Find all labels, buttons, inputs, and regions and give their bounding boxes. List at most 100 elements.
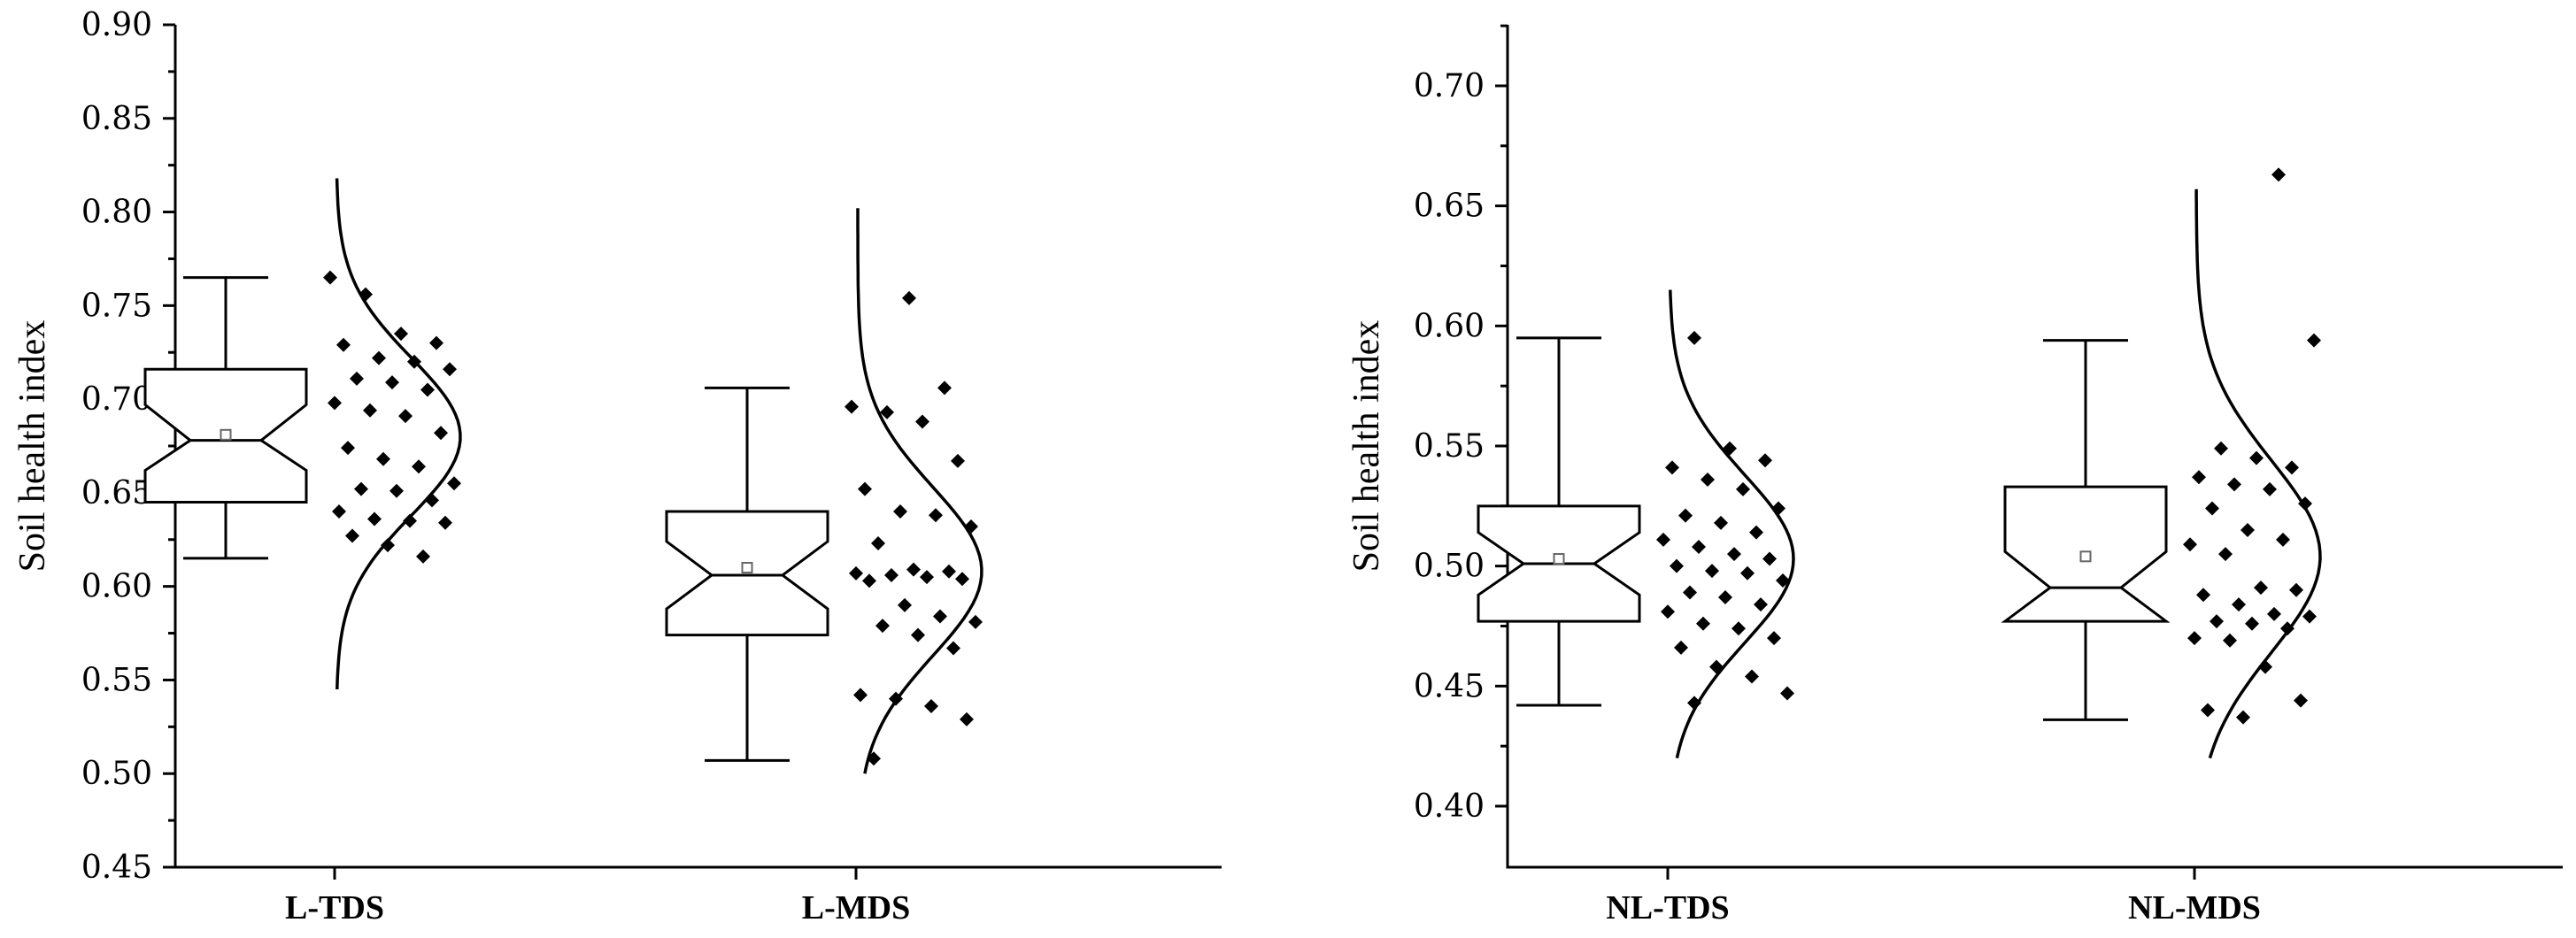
data-point bbox=[443, 362, 457, 377]
data-point bbox=[2249, 450, 2264, 465]
data-point bbox=[1767, 631, 1781, 646]
y-tick-label: 0.70 bbox=[1414, 68, 1485, 104]
y-axis-label: Soil health index bbox=[1346, 320, 1387, 573]
data-point bbox=[332, 504, 346, 519]
distribution-curve bbox=[1669, 289, 1795, 759]
data-point bbox=[1758, 453, 1772, 468]
y-tick-label: 0.70 bbox=[81, 381, 152, 418]
data-point bbox=[893, 504, 907, 519]
x-tick-label: L-MDS bbox=[802, 889, 910, 926]
data-point bbox=[1740, 565, 1755, 580]
data-point bbox=[354, 481, 368, 496]
data-point bbox=[2294, 693, 2308, 708]
data-point bbox=[920, 570, 934, 585]
data-point bbox=[1674, 640, 1688, 655]
data-point bbox=[858, 481, 872, 496]
data-point bbox=[429, 335, 443, 350]
data-point bbox=[1692, 539, 1706, 554]
data-point bbox=[389, 483, 404, 498]
data-point bbox=[1687, 696, 1701, 711]
data-point bbox=[1749, 525, 1763, 540]
data-point bbox=[412, 459, 426, 474]
distribution-curve bbox=[2194, 188, 2322, 759]
data-point bbox=[2232, 597, 2246, 612]
data-point bbox=[1678, 508, 1693, 523]
group-l-tds: L-TDS bbox=[143, 178, 462, 926]
data-point bbox=[2196, 588, 2210, 603]
data-point bbox=[1670, 558, 1684, 573]
data-point bbox=[2267, 606, 2281, 621]
data-point bbox=[336, 337, 351, 352]
data-point bbox=[1683, 585, 1697, 600]
x-tick-label: NL-MDS bbox=[2128, 889, 2261, 926]
left-chart-panel: 0.45 0.50 0.55 0.60 0.65 0.70 0.75 0.80 0.85 0.90… bbox=[12, 7, 1222, 926]
data-point bbox=[372, 350, 386, 365]
data-point bbox=[2227, 477, 2241, 492]
data-point bbox=[341, 441, 355, 456]
y-tick-label: 0.90 bbox=[81, 7, 152, 43]
data-point bbox=[1696, 616, 1710, 631]
data-point bbox=[960, 711, 974, 727]
mean-marker bbox=[220, 428, 232, 441]
data-point bbox=[884, 567, 899, 582]
data-point bbox=[434, 426, 448, 441]
data-point bbox=[2236, 710, 2250, 725]
data-point bbox=[2223, 633, 2237, 648]
data-point bbox=[2201, 703, 2215, 718]
data-point bbox=[880, 404, 894, 419]
data-point bbox=[1762, 551, 1777, 566]
data-point bbox=[853, 688, 868, 703]
data-point bbox=[875, 619, 890, 634]
data-point bbox=[2218, 547, 2233, 562]
data-point bbox=[403, 513, 417, 528]
y-tick-label: 0.45 bbox=[81, 850, 152, 886]
data-point bbox=[955, 572, 969, 587]
data-point bbox=[1687, 330, 1701, 345]
data-point bbox=[447, 476, 461, 491]
data-point bbox=[2241, 522, 2255, 537]
distribution-curve bbox=[335, 178, 462, 690]
data-point bbox=[849, 565, 863, 580]
data-point bbox=[1705, 564, 1719, 579]
data-point bbox=[898, 597, 912, 612]
data-point bbox=[1754, 597, 1768, 612]
data-point bbox=[2254, 580, 2268, 596]
y-tick-label: 0.65 bbox=[1414, 188, 1485, 225]
data-point bbox=[376, 451, 390, 466]
y-tick-label: 0.60 bbox=[1414, 308, 1485, 344]
mean-marker bbox=[1553, 553, 1565, 565]
data-point bbox=[924, 699, 938, 714]
data-point bbox=[1714, 515, 1728, 530]
data-point bbox=[906, 562, 921, 577]
group-nl-tds: NL-TDS bbox=[1477, 289, 1795, 926]
y-tick-label: 0.80 bbox=[81, 195, 152, 231]
distribution-curve bbox=[856, 208, 983, 774]
data-point bbox=[1731, 621, 1746, 636]
y-tick-label: 0.40 bbox=[1414, 788, 1485, 825]
right-chart-panel: 0.40 0.45 0.50 0.55 0.60 0.65 0.70 Soil health … bbox=[1346, 24, 2563, 926]
data-point bbox=[845, 399, 859, 414]
data-point bbox=[2183, 537, 2197, 552]
data-point bbox=[2192, 470, 2206, 485]
data-point bbox=[871, 536, 885, 551]
data-point bbox=[345, 528, 359, 543]
data-point bbox=[398, 409, 413, 424]
data-point bbox=[2214, 441, 2228, 456]
data-point bbox=[1661, 604, 1675, 619]
y-tick-label: 0.75 bbox=[81, 288, 152, 324]
data-point bbox=[937, 381, 952, 396]
data-point bbox=[946, 641, 960, 656]
x-tick-label: L-TDS bbox=[285, 889, 384, 926]
y-tick-label: 0.50 bbox=[81, 756, 152, 792]
data-point bbox=[862, 573, 876, 588]
data-point bbox=[2205, 501, 2219, 516]
data-point bbox=[363, 403, 377, 418]
data-point bbox=[385, 375, 399, 390]
data-point bbox=[350, 371, 364, 386]
data-point bbox=[416, 549, 430, 564]
data-point bbox=[902, 290, 916, 305]
data-point bbox=[438, 515, 452, 530]
data-point bbox=[1780, 686, 1794, 701]
data-point bbox=[2271, 167, 2286, 182]
data-point bbox=[1736, 481, 1750, 496]
